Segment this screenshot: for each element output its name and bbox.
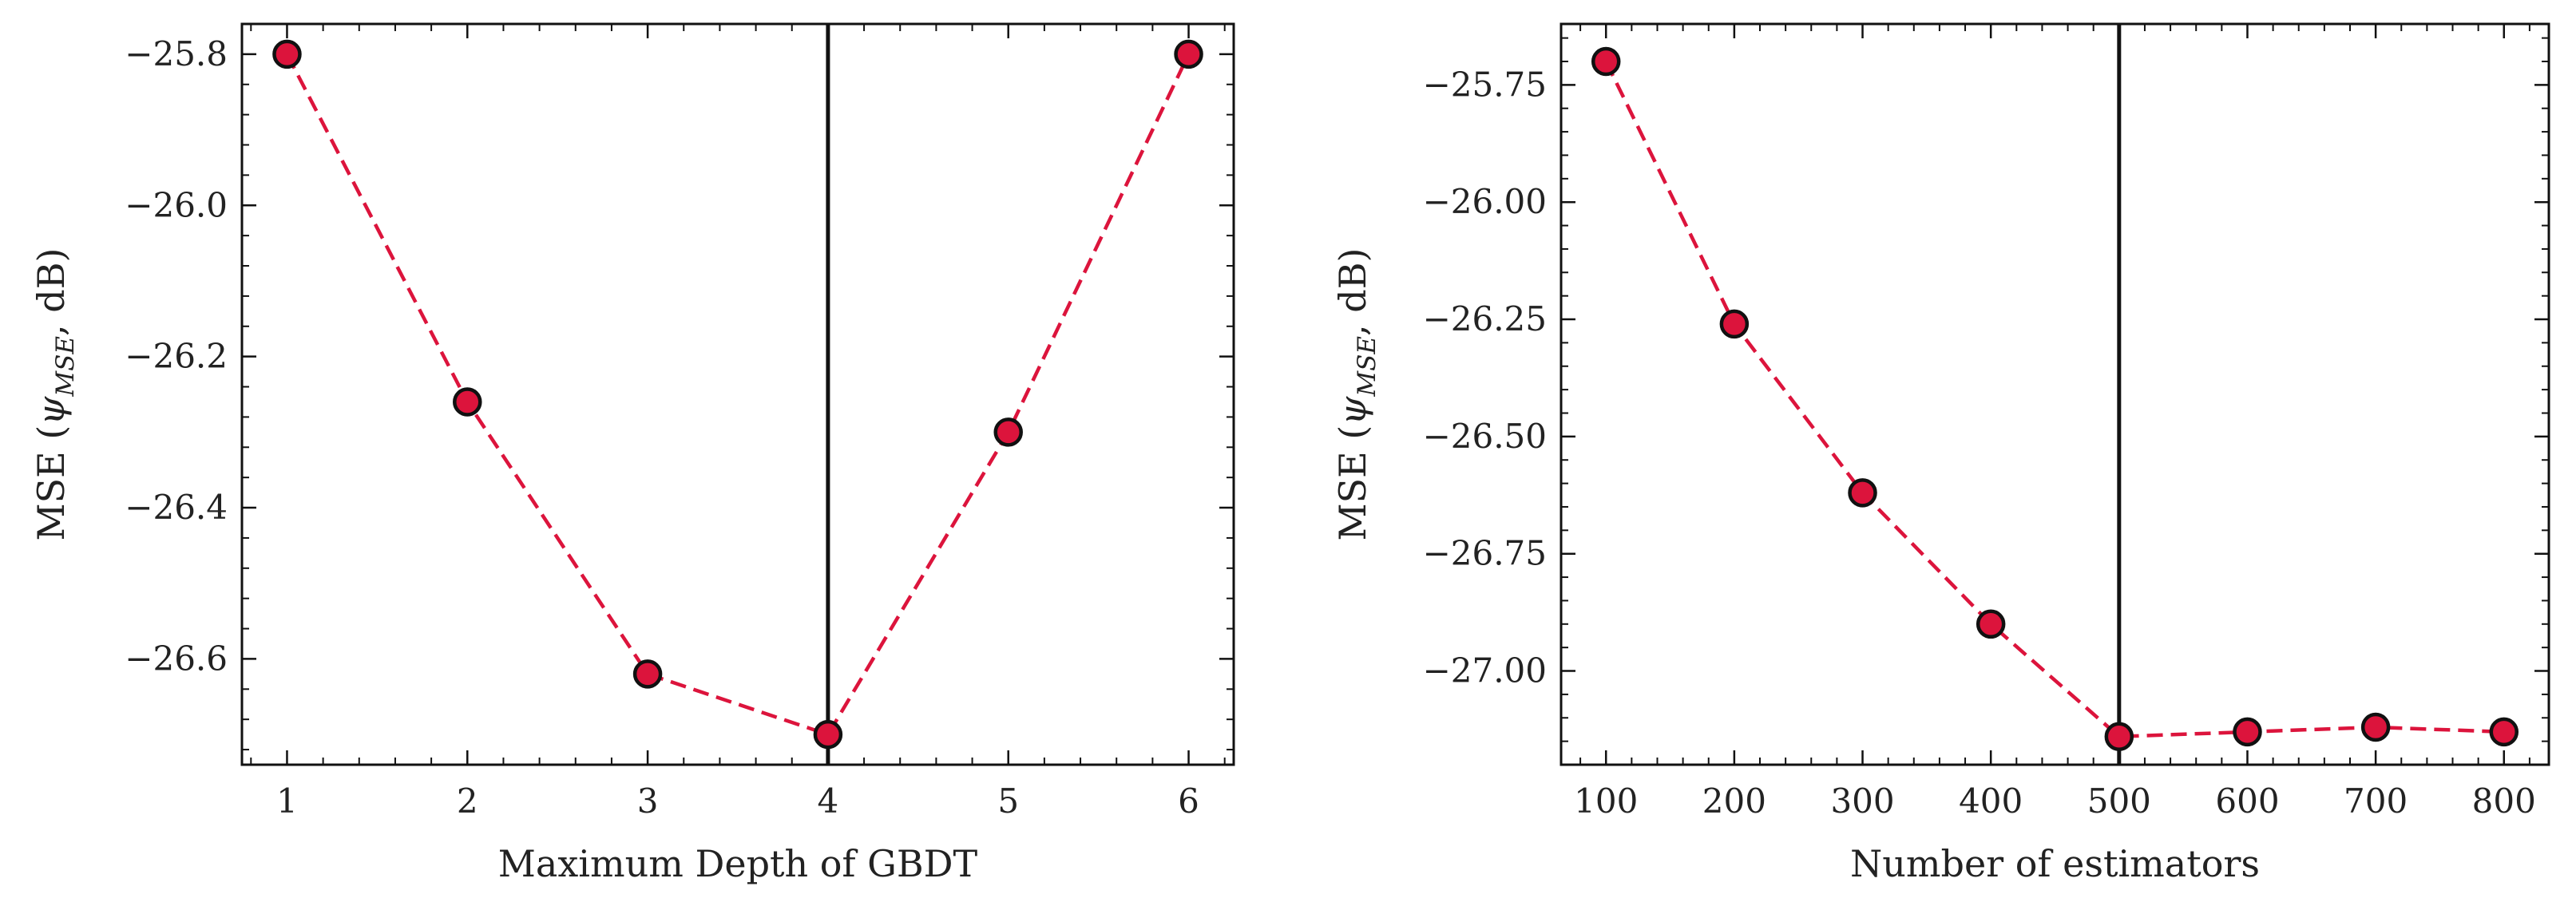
chart-2-y-tick-label: −25.75	[1423, 65, 1547, 104]
chart-2-y-tick-label: −26.75	[1423, 534, 1547, 573]
chart-2-y-axis-label-prefix: MSE (	[1331, 425, 1374, 541]
chart-2-y-axis-label-symbol: ψ	[1331, 396, 1374, 425]
chart-2-x-axis-label: Number of estimators	[1850, 842, 2260, 885]
chart-2-x-tick-label: 400	[1959, 781, 2023, 821]
chart-1-series-line	[285, 53, 1191, 737]
chart-2-x-tick-label: 100	[1574, 781, 1638, 821]
chart-2-y-tick-label: −27.00	[1423, 651, 1547, 690]
chart-1-x-tick-label: 5	[997, 781, 1019, 821]
chart-1-x-tick-label: 3	[637, 781, 659, 821]
chart-1-data-point	[272, 39, 302, 69]
chart-1-y-axis-label: MSE (ψMSE, dB)	[30, 248, 80, 541]
chart-1-x-tick-label: 2	[457, 781, 478, 821]
chart-1-y-tick-label: −25.8	[125, 34, 228, 73]
chart-1-x-axis-label: Maximum Depth of GBDT	[498, 842, 978, 885]
chart-1-y-tick-label: −26.6	[125, 639, 228, 678]
chart-2-x-tick-label: 800	[2472, 781, 2536, 821]
chart-1-x-tick-label: 4	[818, 781, 839, 821]
chart-1-data-point	[453, 387, 482, 417]
chart-2-data-point	[1848, 478, 1877, 508]
chart-1-data-point	[993, 417, 1023, 447]
chart-1-y-tick-label: −26.0	[125, 185, 228, 224]
chart-2-y-tick-label: −26.25	[1423, 299, 1547, 338]
chart-1-y-tick-label: −26.2	[125, 337, 228, 376]
chart-2-x-tick-label: 200	[1702, 781, 1766, 821]
chart-2-data-point	[2233, 717, 2262, 747]
chart-1-axes-frame	[240, 22, 1235, 766]
chart-1-data-point	[813, 719, 843, 750]
chart-2-y-axis-label: MSE (ψMSE, dB)	[1331, 248, 1381, 541]
chart-2-x-tick-label: 500	[2087, 781, 2151, 821]
chart-1-data-point	[632, 659, 663, 689]
chart-2-axes-frame	[1559, 22, 2550, 766]
chart-2-x-tick-label: 600	[2215, 781, 2279, 821]
chart-2-series-line	[1604, 60, 2504, 739]
chart-1-x-tick-label: 1	[276, 781, 298, 821]
chart-2-y-tick-label: −26.00	[1423, 182, 1547, 221]
chart-2-data-point	[2104, 722, 2134, 752]
chart-1: 1 2 3 4 5 6 −25.8 −26.0 −26.2 −26.4 −26.6 Maximum D…	[30, 22, 1235, 885]
chart-2-x-tick-label: 300	[1830, 781, 1894, 821]
chart-1-y-axis-label-symbol: ψ	[30, 396, 73, 425]
chart-1-x-tick-label: 6	[1178, 781, 1199, 821]
chart-2-data-point	[2360, 712, 2391, 742]
chart-1-data-point	[1174, 39, 1203, 69]
chart-1-y-axis-label-prefix: MSE (	[30, 425, 73, 541]
chart-1-y-tick-label: −26.4	[125, 488, 228, 527]
chart-2-y-axis-label-subscript: MSE	[1353, 336, 1381, 398]
chart-1-y-axis-label-suffix: , dB)	[30, 248, 73, 336]
chart-1-y-axis-label-subscript: MSE	[51, 336, 80, 398]
chart-2-data-point	[1976, 609, 2006, 639]
chart-2-y-axis-label-suffix: , dB)	[1331, 248, 1374, 336]
chart-2-y-tick-label: −26.50	[1423, 417, 1547, 456]
chart-2-data-point	[2489, 717, 2519, 747]
chart-2: 100 200 300 400 500 600 700 800 −25.75 −26.00 −26.…	[1331, 22, 2550, 885]
chart-2-x-tick-label: 700	[2344, 781, 2408, 821]
chart-2-data-point	[1719, 309, 1750, 339]
chart-2-data-point	[1591, 46, 1621, 77]
